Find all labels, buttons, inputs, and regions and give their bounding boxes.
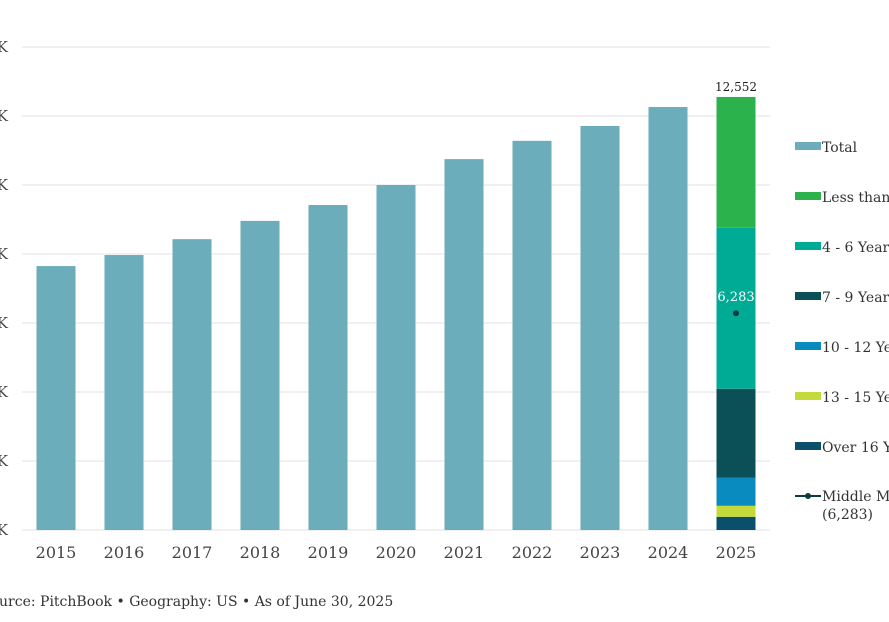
bar-total-2022: [512, 140, 552, 530]
x-tick-label: 2024: [648, 543, 689, 562]
source-note: Source: PitchBook • Geography: US • As o…: [0, 594, 394, 610]
bar-over-16-years-2025: [716, 516, 756, 530]
legend-swatch: [795, 292, 821, 300]
bar-total-2019: [308, 205, 348, 530]
bar-total-2016: [104, 255, 144, 530]
bar-total-2024: [648, 107, 688, 530]
bar-10-12-years-2025: [716, 477, 756, 506]
x-tick-label: 2021: [444, 543, 485, 562]
legend-label: Less than 3 Years: [822, 190, 889, 206]
total-data-label: 12,552: [715, 80, 757, 94]
legend-label: Total: [822, 140, 858, 156]
legend-swatch: [795, 392, 821, 400]
x-tick-label: 2019: [308, 543, 349, 562]
y-tick-label: 8K: [0, 245, 9, 263]
bar-total-2020: [376, 185, 416, 530]
legend-swatch: [795, 242, 821, 250]
bar-13-15-years-2025: [716, 505, 756, 517]
legend-swatch: [795, 342, 821, 350]
x-tick-label: 2015: [36, 543, 77, 562]
bar-total-2018: [240, 220, 280, 530]
legend-label: Middle Market Median: [822, 489, 889, 505]
legend-label: 13 - 15 Years: [822, 390, 889, 406]
y-tick-label: 10K: [0, 176, 9, 194]
bar-less-than-3-years-2025: [716, 96, 756, 228]
bar-7-9-years-2025: [716, 388, 756, 478]
legend-label: (6,283): [822, 507, 873, 523]
median-marker: [733, 310, 739, 317]
bar-total-2023: [580, 126, 620, 530]
bar-total-2017: [172, 239, 212, 531]
y-tick-label: 12K: [0, 107, 9, 125]
x-tick-label: 2020: [376, 543, 417, 562]
legend-label: 4 - 6 Years: [822, 240, 889, 256]
legend-swatch: [795, 442, 821, 450]
y-tick-label: 6K: [0, 314, 9, 332]
x-tick-label: 2016: [104, 543, 145, 562]
median-data-label: 6,283: [717, 290, 754, 305]
x-tick-label: 2025: [716, 543, 757, 562]
legend-label: 10 - 12 Years: [822, 340, 889, 356]
y-tick-label: 4K: [0, 383, 9, 401]
x-tick-label: 2018: [240, 543, 281, 562]
bar-total-2015: [36, 266, 76, 530]
y-tick-label: 2K: [0, 452, 9, 470]
legend-swatch: [795, 142, 821, 150]
legend-swatch: [795, 192, 821, 200]
legend-label: 7 - 9 Years: [822, 290, 889, 306]
legend-label: Over 16 Years: [822, 440, 889, 456]
x-tick-label: 2023: [580, 543, 621, 562]
legend-median-marker: [805, 493, 811, 499]
bar-4-6-years-2025: [716, 227, 756, 389]
bar-total-2021: [444, 159, 484, 530]
y-tick-label: 0K: [0, 521, 9, 539]
x-tick-label: 2022: [512, 543, 553, 562]
y-tick-label: 14K: [0, 38, 9, 56]
x-tick-label: 2017: [172, 543, 213, 562]
